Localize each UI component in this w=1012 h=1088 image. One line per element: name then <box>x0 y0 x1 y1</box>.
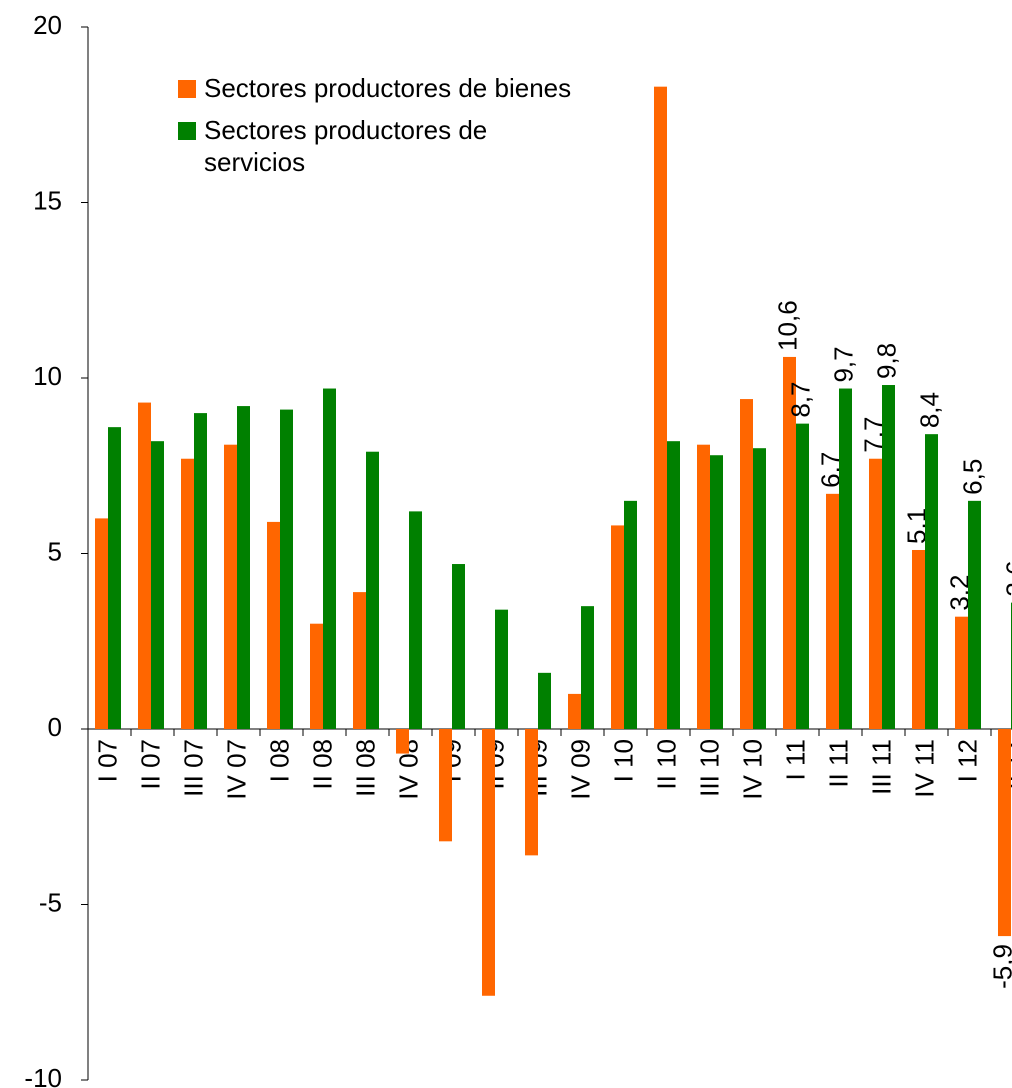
bar <box>882 385 895 729</box>
bar <box>323 388 336 729</box>
y-tick-label: 15 <box>33 185 62 215</box>
bar <box>538 672 551 729</box>
x-tick-label: III 08 <box>350 739 380 797</box>
bar <box>740 399 753 729</box>
bar <box>151 441 164 729</box>
bar <box>409 511 422 729</box>
bar <box>753 448 766 729</box>
legend: Sectores productores de bienes Sectores p… <box>176 72 576 188</box>
bar <box>568 693 581 729</box>
legend-swatch <box>178 80 196 98</box>
bar <box>439 729 452 842</box>
bar <box>138 402 151 729</box>
bar <box>783 356 796 729</box>
x-tick-label: II 11 <box>823 739 853 788</box>
legend-label: Sectores productores de bienes <box>204 73 572 103</box>
legend-item: Sectores productores de servicios <box>176 114 576 178</box>
bar <box>452 564 465 729</box>
x-tick-label: IV 10 <box>737 739 767 800</box>
data-label: -5,9 <box>987 944 1012 989</box>
bar <box>181 458 194 729</box>
bar <box>796 423 809 729</box>
bar <box>667 441 680 729</box>
bar <box>280 409 293 729</box>
x-tick-label: IV 11 <box>909 739 939 798</box>
y-tick-label: 0 <box>48 712 62 742</box>
data-label: 9,7 <box>828 346 858 382</box>
x-tick-label: I 12 <box>952 739 982 782</box>
x-tick-label: II 08 <box>307 739 337 790</box>
bar <box>353 592 366 729</box>
bar <box>194 413 207 729</box>
bar <box>495 609 508 729</box>
bar <box>968 500 981 729</box>
y-tick-label: 20 <box>33 10 62 40</box>
x-tick-label: II 10 <box>651 739 681 790</box>
data-label: 9,8 <box>871 343 901 379</box>
bar <box>396 729 409 754</box>
x-tick-label: I 08 <box>264 739 294 782</box>
data-label: 10,6 <box>772 300 802 351</box>
legend-swatch <box>178 122 196 140</box>
bar <box>697 444 710 729</box>
bar <box>912 549 925 729</box>
legend-label: Sectores productores de servicios <box>204 115 488 177</box>
bar <box>654 86 667 730</box>
bar <box>310 623 323 729</box>
bar <box>955 616 968 729</box>
bar <box>525 729 538 856</box>
y-tick-label: 10 <box>33 361 62 391</box>
bar <box>869 458 882 729</box>
x-tick-label: III 07 <box>178 739 208 797</box>
bar <box>839 388 852 729</box>
bar <box>925 434 938 729</box>
data-label: 3,6 <box>1000 560 1012 596</box>
x-tick-label: I 07 <box>92 739 122 782</box>
bar <box>998 729 1011 937</box>
x-tick-label: I 11 <box>780 739 810 780</box>
data-label: 6,5 <box>957 459 987 495</box>
bar <box>224 444 237 729</box>
bar <box>366 451 379 729</box>
x-tick-label: IV 07 <box>221 739 251 800</box>
bar <box>482 729 495 996</box>
bar <box>581 606 594 729</box>
bar <box>267 521 280 729</box>
bar <box>237 406 250 729</box>
x-tick-label: II 07 <box>135 739 165 790</box>
bar <box>624 500 637 729</box>
y-tick-label: -10 <box>24 1063 62 1088</box>
data-label: 8,4 <box>914 392 944 428</box>
y-tick-label: 5 <box>48 536 62 566</box>
x-tick-label: IV 09 <box>565 739 595 800</box>
data-label: 8,7 <box>785 381 815 417</box>
x-tick-label: III 11 <box>866 739 896 795</box>
x-tick-label: I 10 <box>608 739 638 782</box>
bar <box>826 493 839 729</box>
bar <box>710 455 723 729</box>
bar <box>108 427 121 729</box>
legend-item: Sectores productores de bienes <box>176 72 576 104</box>
bar <box>95 518 108 729</box>
x-tick-label: III 10 <box>694 739 724 797</box>
bar <box>611 525 624 729</box>
y-tick-label: -5 <box>39 887 62 917</box>
